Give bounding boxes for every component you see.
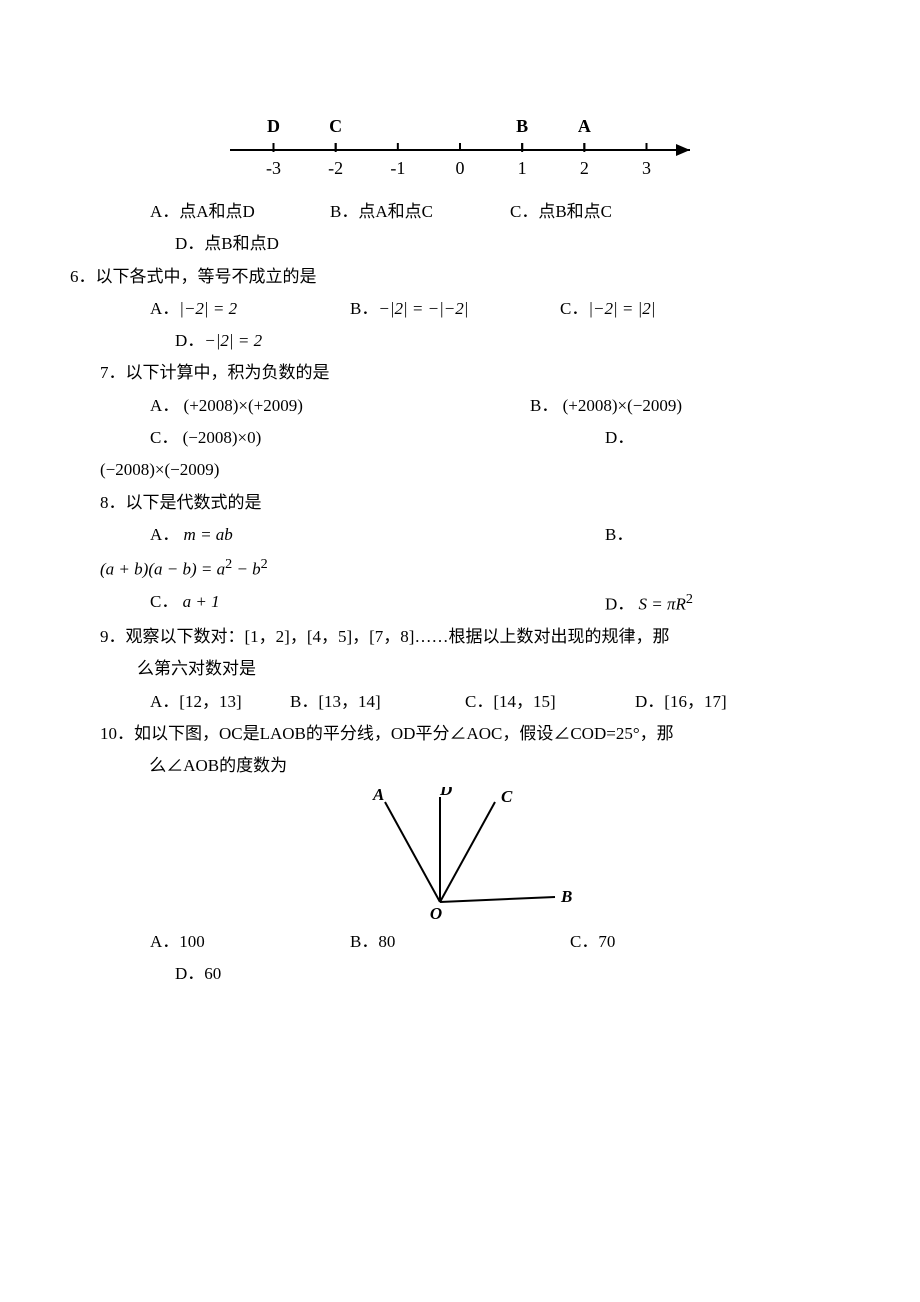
q8-option-b-tail: (a + b)(a − b) = a2 − b2	[100, 551, 820, 586]
svg-text:-3: -3	[266, 158, 281, 178]
q5-option-a: A．点A和点D	[150, 196, 330, 228]
q7-option-d: D．	[605, 422, 634, 454]
q6-stem: 6．以下各式中，等号不成立的是	[100, 261, 820, 293]
q5-option-c: C．点B和点C	[510, 196, 612, 228]
q9-option-d: D．[16，17]	[635, 686, 727, 718]
q6-option-c: C．|−2| = |2|	[560, 293, 655, 325]
q7-stem: 7．以下计算中，积为负数的是	[100, 357, 820, 389]
svg-text:2: 2	[580, 158, 589, 178]
svg-text:A: A	[578, 116, 591, 136]
q8-option-c: C． a + 1	[150, 586, 605, 621]
q8-options-row1: A． m = ab B．	[100, 519, 820, 551]
q8-option-d: D． S = πR2	[605, 586, 693, 621]
q10-option-c: C．70	[570, 926, 615, 958]
q8-options-row2: C． a + 1 D． S = πR2	[100, 586, 820, 621]
q7-option-d-tail: (−2008)×(−2009)	[100, 454, 820, 486]
q5-options-row2: D．点B和点D	[100, 228, 820, 260]
svg-text:D: D	[439, 787, 452, 799]
q9-option-a: A．[12，13]	[150, 686, 290, 718]
q6-options-row1: A．|−2| = 2 B．−|2| = −|−2| C．|−2| = |2|	[100, 293, 820, 325]
q10-option-b: B．80	[350, 926, 570, 958]
q9-option-b: B．[13，14]	[290, 686, 465, 718]
q6-options-row2: D．−|2| = 2	[100, 325, 820, 357]
q7-options-row2: C． (−2008)×0) D．	[100, 422, 820, 454]
q6-option-b: B．−|2| = −|−2|	[350, 293, 560, 325]
svg-text:B: B	[560, 887, 572, 906]
q8-option-b: B．	[605, 519, 633, 551]
svg-text:0: 0	[456, 158, 465, 178]
q6-option-a: A．|−2| = 2	[150, 293, 350, 325]
q5-options-row1: A．点A和点D B．点A和点C C．点B和点C	[100, 196, 820, 228]
svg-text:C: C	[329, 116, 342, 136]
q9-stem: 9．观察以下数对：[1，2]，[4，5]，[7，8]……根据以上数对出现的规律，…	[100, 621, 820, 686]
svg-text:B: B	[516, 116, 528, 136]
q8-option-a: A． m = ab	[150, 519, 605, 551]
angle-diagram-svg: A D C B O	[330, 787, 590, 922]
q5-option-b: B．点A和点C	[330, 196, 510, 228]
angle-diagram-figure: A D C B O	[100, 787, 820, 922]
svg-text:A: A	[372, 787, 384, 804]
svg-text:-1: -1	[390, 158, 405, 178]
q9-options: A．[12，13] B．[13，14] C．[14，15] D．[16，17]	[100, 686, 820, 718]
q5-option-d: D．点B和点D	[175, 234, 279, 253]
q7-options-row1: A． (+2008)×(+2009) B． (+2008)×(−2009)	[100, 390, 820, 422]
q10-stem: 10．如以下图，OC是LAOB的平分线，OD平分∠AOC，假设∠COD=25°，…	[100, 718, 820, 783]
q8-stem: 8．以下是代数式的是	[100, 487, 820, 519]
svg-text:1: 1	[518, 158, 527, 178]
svg-text:-2: -2	[328, 158, 343, 178]
svg-text:3: 3	[642, 158, 651, 178]
q7-option-b: B． (+2008)×(−2009)	[530, 390, 682, 422]
q7-option-c: C． (−2008)×0)	[150, 422, 605, 454]
q7-option-a: A． (+2008)×(+2009)	[150, 390, 530, 422]
q10-options-row2: D．60	[100, 958, 820, 990]
number-line-svg: -3 -2 -1 0 1 2 3 D C B A	[210, 100, 710, 190]
svg-text:O: O	[430, 904, 442, 922]
q10-option-a: A．100	[150, 926, 350, 958]
q10-options-row1: A．100 B．80 C．70	[100, 926, 820, 958]
svg-text:D: D	[267, 116, 280, 136]
q9-option-c: C．[14，15]	[465, 686, 635, 718]
q10-option-d: D．60	[175, 964, 221, 983]
q6-option-d: D．−|2| = 2	[175, 331, 262, 350]
number-line-figure: -3 -2 -1 0 1 2 3 D C B A	[100, 100, 820, 190]
svg-text:C: C	[501, 787, 513, 806]
